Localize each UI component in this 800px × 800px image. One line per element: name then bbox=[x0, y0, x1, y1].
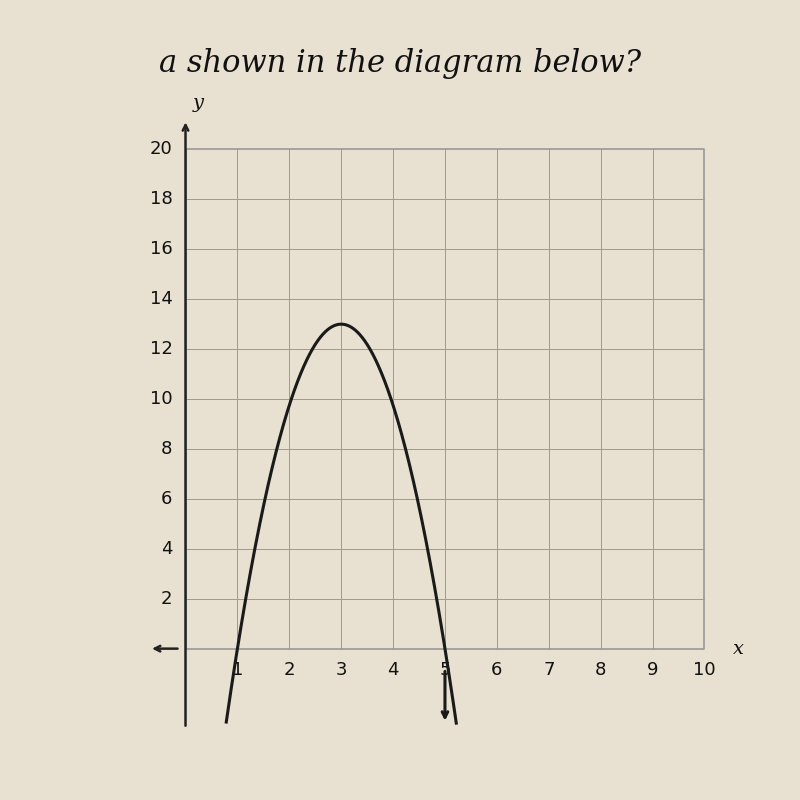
Text: 6: 6 bbox=[161, 490, 173, 508]
Text: 12: 12 bbox=[150, 340, 173, 358]
Text: 9: 9 bbox=[646, 661, 658, 679]
Text: 8: 8 bbox=[595, 661, 606, 679]
Text: 8: 8 bbox=[161, 440, 173, 458]
Text: 4: 4 bbox=[161, 540, 173, 558]
Text: 1: 1 bbox=[232, 661, 243, 679]
Text: 2: 2 bbox=[161, 590, 173, 608]
Text: 3: 3 bbox=[335, 661, 347, 679]
Text: 16: 16 bbox=[150, 240, 173, 258]
Text: y: y bbox=[193, 94, 204, 112]
Text: 10: 10 bbox=[150, 390, 173, 408]
Text: 6: 6 bbox=[491, 661, 502, 679]
Text: 4: 4 bbox=[387, 661, 399, 679]
Text: 10: 10 bbox=[693, 661, 716, 679]
Text: 14: 14 bbox=[150, 290, 173, 308]
Text: 5: 5 bbox=[439, 661, 450, 679]
Text: 7: 7 bbox=[543, 661, 554, 679]
Text: 20: 20 bbox=[150, 141, 173, 158]
Text: a shown in the diagram below?: a shown in the diagram below? bbox=[159, 48, 641, 79]
Text: x: x bbox=[733, 640, 744, 658]
Text: 2: 2 bbox=[283, 661, 295, 679]
Text: 18: 18 bbox=[150, 190, 173, 208]
